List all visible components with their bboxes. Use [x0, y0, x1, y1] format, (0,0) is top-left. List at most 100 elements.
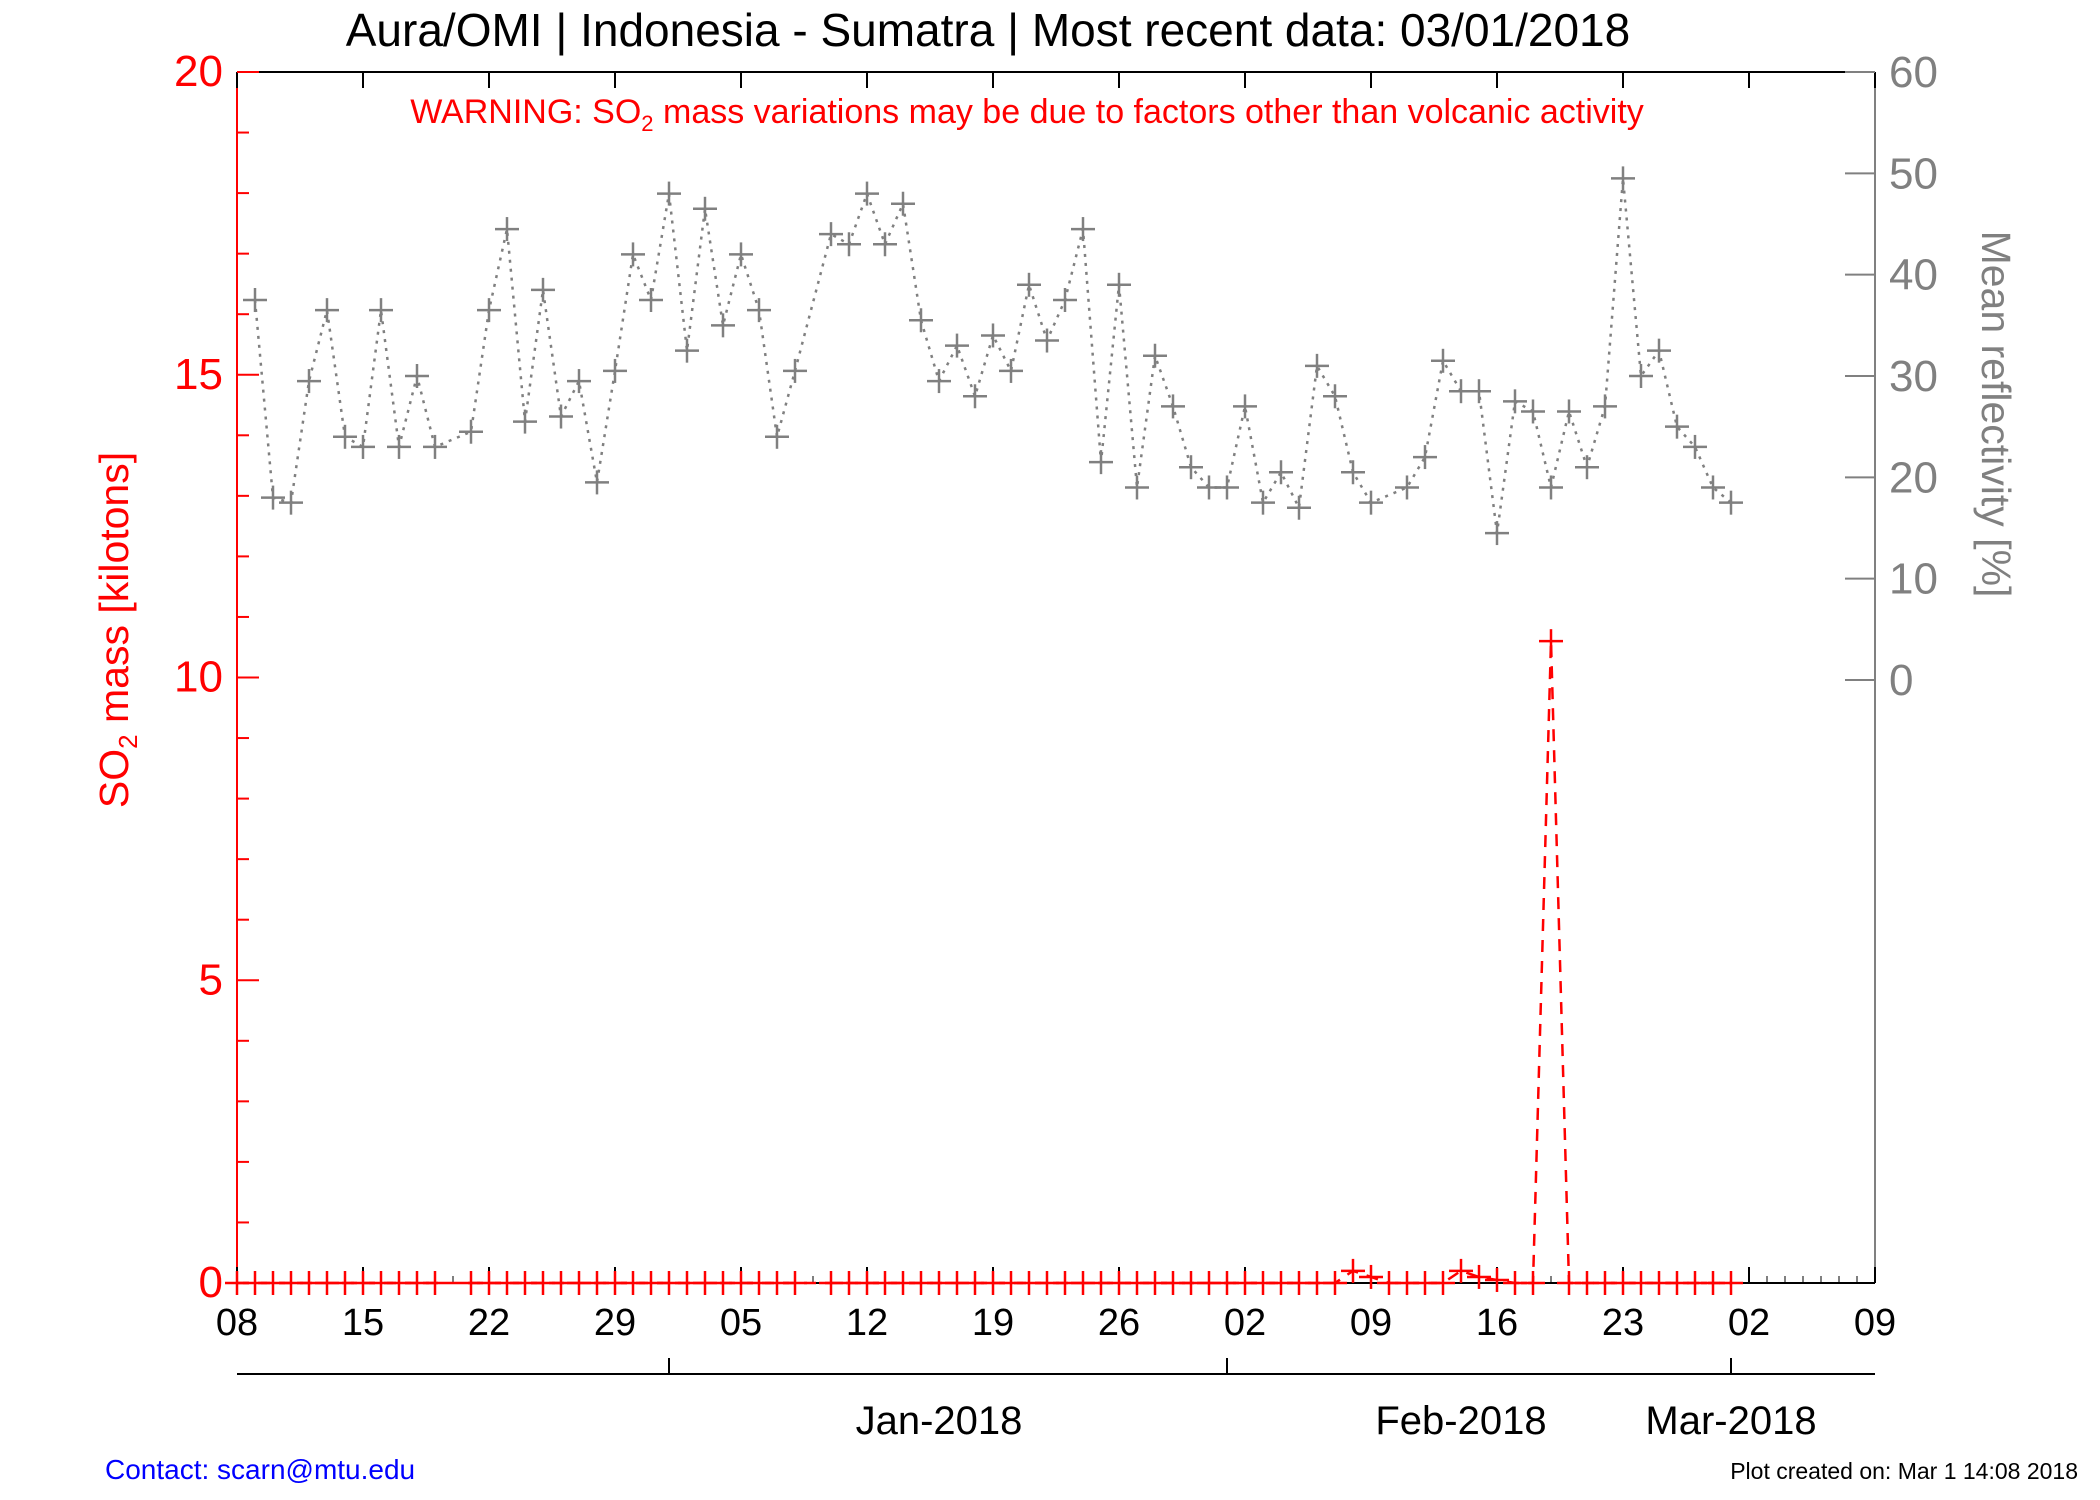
month-label: Feb-2018 — [1375, 1399, 1546, 1443]
reflectivity-point — [1125, 475, 1149, 500]
so2-point — [1467, 1264, 1491, 1289]
reflectivity-point — [909, 308, 933, 333]
y-right-tick-label: 20 — [1889, 453, 1938, 502]
reflectivity-point — [1341, 460, 1365, 485]
y-right-tick-label: 50 — [1889, 149, 1938, 198]
reflectivity-point — [1647, 338, 1671, 363]
so2-point — [1341, 1258, 1365, 1283]
reflectivity-point — [1323, 384, 1347, 409]
warning-text-subscript: 2 — [641, 111, 653, 136]
reflectivity-point — [279, 490, 303, 515]
reflectivity-point — [549, 404, 573, 429]
reflectivity-point — [1467, 379, 1491, 404]
warning-text: WARNING: SO2 mass variations may be due … — [410, 93, 1644, 136]
y-right-tick-label: 30 — [1889, 352, 1938, 401]
y-axis-right-label: Mean reflectivity [%] — [1973, 231, 2019, 598]
reflectivity-point — [1539, 475, 1563, 500]
reflectivity-point — [405, 364, 429, 388]
reflectivity-point — [1701, 475, 1725, 500]
chart-title: Aura/OMI | Indonesia - Sumatra | Most re… — [346, 4, 1630, 56]
reflectivity-point — [1359, 490, 1383, 515]
reflectivity-point — [693, 196, 717, 221]
x-tick-label: 05 — [720, 1302, 762, 1344]
reflectivity-point — [495, 217, 519, 242]
x-tick-label: 23 — [1602, 1302, 1644, 1344]
reflectivity-point — [1305, 353, 1329, 378]
reflectivity-point — [585, 470, 609, 495]
reflectivity-point — [873, 232, 897, 257]
so2-point — [1323, 1271, 1347, 1295]
x-tick-label: 16 — [1476, 1302, 1518, 1344]
reflectivity-point — [999, 358, 1023, 383]
reflectivity-point — [1629, 364, 1653, 388]
reflectivity-point — [369, 298, 393, 323]
reflectivity-point — [675, 338, 699, 363]
warning-text-part1: WARNING: SO — [410, 93, 641, 131]
y-right-tick-label: 10 — [1889, 555, 1938, 604]
so2-point — [423, 1271, 447, 1295]
reflectivity-point — [243, 288, 267, 312]
reflectivity-point — [1107, 272, 1131, 297]
x-tick-label: 29 — [594, 1302, 636, 1344]
reflectivity-point — [603, 358, 627, 383]
so2-point — [1449, 1258, 1473, 1283]
reflectivity-point — [1017, 272, 1041, 297]
reflectivity-point — [963, 384, 987, 409]
x-tick-label: 08 — [216, 1302, 258, 1344]
reflectivity-point — [891, 191, 915, 216]
reflectivity-point — [621, 242, 645, 267]
so2-point — [1431, 1271, 1455, 1295]
reflectivity-point — [747, 298, 771, 323]
month-label: Mar-2018 — [1645, 1399, 1816, 1443]
contact-text[interactable]: Contact: scarn@mtu.edu — [105, 1454, 416, 1485]
y-right-tick-label: 0 — [1889, 656, 1913, 705]
reflectivity-point — [855, 181, 879, 206]
y-axis-left-label: SO2 mass [kilotons] — [91, 452, 143, 808]
so2-line — [237, 641, 1731, 1285]
so2-point — [1359, 1264, 1383, 1289]
reflectivity-point — [1521, 399, 1545, 424]
x-tick-label: 02 — [1224, 1302, 1266, 1344]
reflectivity-point — [927, 369, 951, 394]
reflectivity-point — [1143, 343, 1167, 368]
reflectivity-point — [1269, 460, 1293, 485]
reflectivity-point — [1611, 166, 1635, 191]
x-tick-label: 15 — [342, 1302, 384, 1344]
reflectivity-point — [351, 434, 375, 459]
reflectivity-point — [1413, 445, 1437, 470]
so2-point — [1521, 1271, 1545, 1295]
reflectivity-point — [1557, 399, 1581, 424]
reflectivity-point — [765, 424, 789, 449]
reflectivity-point — [657, 181, 681, 206]
x-tick-label: 22 — [468, 1302, 510, 1344]
reflectivity-point — [1071, 217, 1095, 242]
reflectivity-point — [1161, 394, 1185, 419]
reflectivity-point — [783, 358, 807, 383]
reflectivity-point — [261, 485, 285, 510]
y-left-tick-label: 10 — [174, 653, 223, 702]
reflectivity-point — [1665, 414, 1689, 439]
reflectivity-point — [1179, 455, 1203, 480]
y-right-tick-label: 40 — [1889, 251, 1938, 300]
plot-created-text: Plot created on: Mar 1 14:08 2018 — [1730, 1458, 2078, 1484]
reflectivity-point — [711, 313, 735, 338]
reflectivity-point — [1503, 389, 1527, 414]
so2-series — [225, 629, 1743, 1295]
reflectivity-point — [297, 369, 321, 394]
x-tick-label: 26 — [1098, 1302, 1140, 1344]
so2-point — [1539, 629, 1563, 654]
y-left-tick-label: 0 — [199, 1258, 223, 1307]
reflectivity-point — [477, 298, 501, 323]
y-left-tick-label: 15 — [174, 350, 223, 399]
reflectivity-point — [1431, 348, 1455, 373]
reflectivity-point — [531, 277, 555, 302]
x-tick-label: 12 — [846, 1302, 888, 1344]
reflectivity-point — [1233, 394, 1257, 419]
x-tick-label: 19 — [972, 1302, 1014, 1344]
reflectivity-line — [253, 178, 1732, 534]
reflectivity-point — [1215, 475, 1239, 500]
reflectivity-point — [945, 333, 969, 358]
reflectivity-point — [1251, 490, 1275, 515]
